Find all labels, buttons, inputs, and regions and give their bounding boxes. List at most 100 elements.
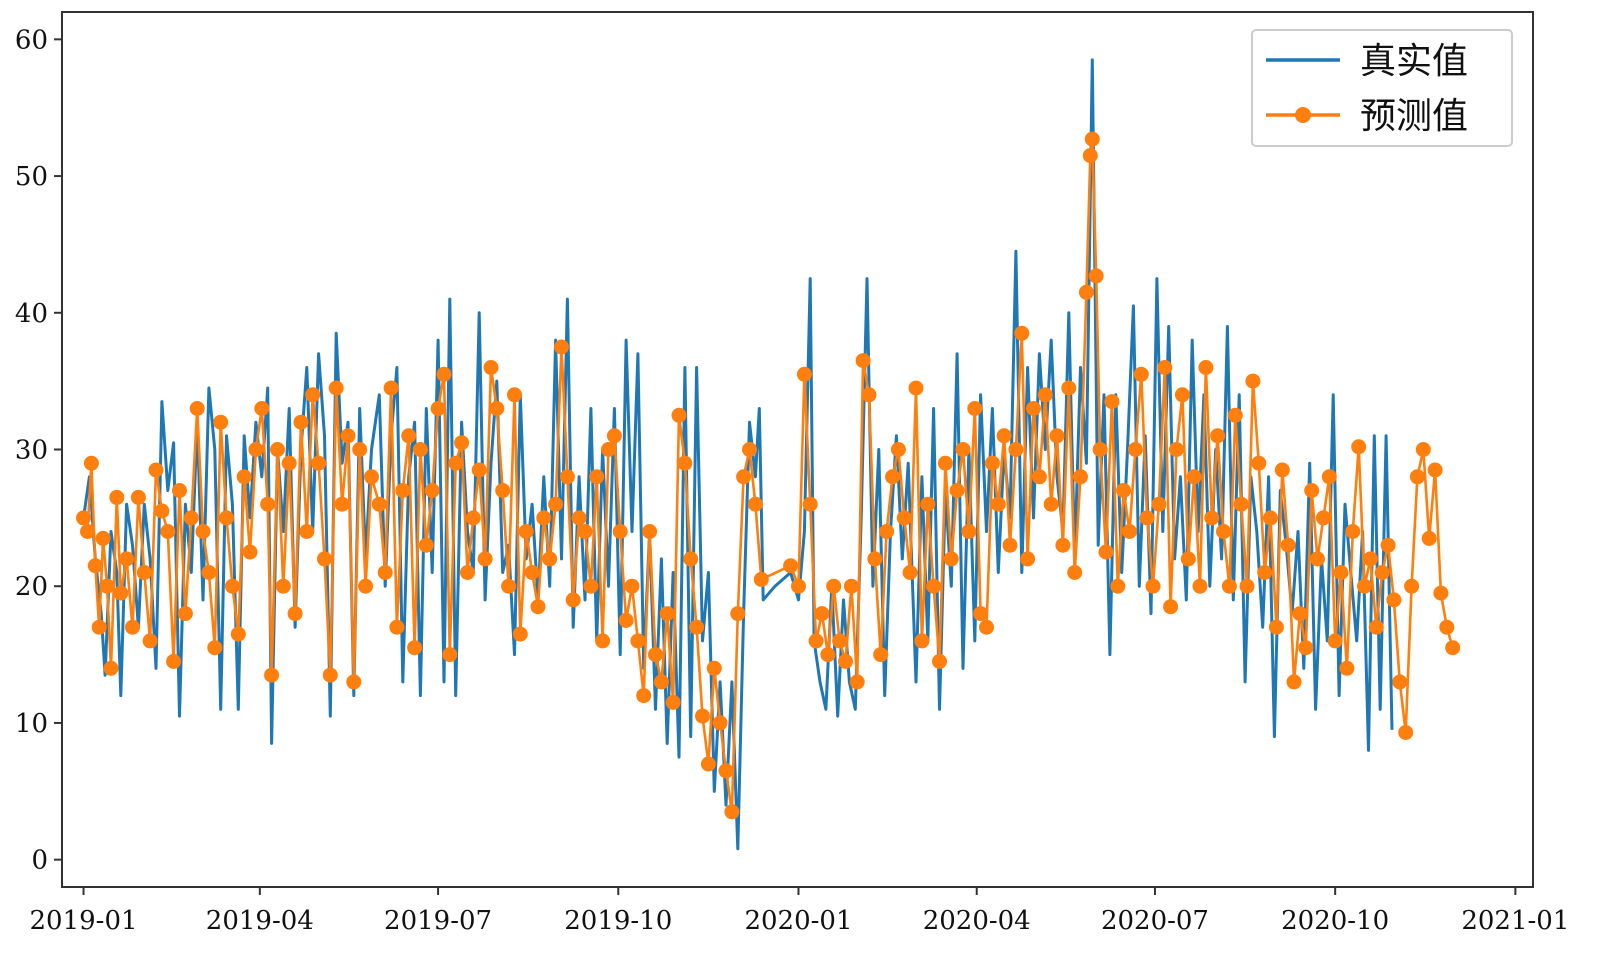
data-point [1067,565,1083,580]
data-point [783,558,799,574]
data-point [95,530,111,546]
x-tick-label: 2021-01 [1461,906,1569,936]
data-point [630,633,646,649]
data-point [920,496,936,512]
data-point [955,442,971,457]
x-tick-label: 2019-04 [206,906,314,936]
data-point [436,366,452,382]
data-point [1020,551,1036,567]
data-point [1439,619,1455,635]
x-tick-label: 2019-07 [384,906,492,936]
data-point [1357,578,1372,594]
data-point [996,428,1012,444]
data-point [109,489,125,505]
data-point [1014,325,1030,341]
legend-label: 预测值 [1360,96,1468,137]
data-point [914,633,930,649]
data-point [1116,483,1132,498]
data-point [671,407,687,423]
data-point [160,524,176,539]
data-point [961,524,977,539]
data-point [1315,510,1331,526]
x-tick-label: 2019-10 [564,906,672,936]
data-point [1257,565,1273,580]
data-point [346,674,362,690]
data-point [322,667,338,683]
data-point [183,510,199,526]
data-point [442,647,458,663]
data-point [967,401,983,416]
data-point [130,489,146,505]
data-point [1304,483,1320,498]
data-point [287,606,303,622]
data-point [477,551,493,567]
data-point [377,565,393,580]
axes: 0 10 20 30 40 50 60 2019-01 2019-04 2019-07 2019-1… [15,11,1569,936]
data-point [1227,407,1243,423]
data-point [1151,496,1167,512]
data-point [1186,469,1202,485]
data-point [896,510,912,526]
y-tick-label: 60 [15,25,48,55]
data-point [76,510,91,526]
data-point [873,647,889,663]
data-point [483,360,499,375]
data-point [1026,401,1041,416]
data-point [471,462,487,478]
x-tick-label: 2020-04 [923,906,1031,936]
data-point [352,442,368,457]
data-point [317,551,332,567]
data-point [802,496,818,512]
data-point [949,483,965,498]
data-point [103,660,119,676]
x-tick-label: 2020-10 [1281,906,1389,936]
data-point [1368,619,1384,635]
data-point [695,708,710,724]
data-point [536,510,552,526]
data-point [1008,442,1024,457]
data-point [1233,496,1249,512]
data-point [495,483,511,498]
data-point [1092,442,1108,457]
data-point [213,414,229,430]
data-point [1380,537,1396,553]
data-point [1268,619,1284,635]
data-point [1061,380,1077,396]
data-point [706,660,722,676]
data-point [1415,442,1431,457]
data-point [1073,469,1088,485]
data-point [612,524,628,539]
data-point [718,763,734,779]
data-point [849,674,865,690]
data-point [624,578,640,594]
data-point [334,496,350,512]
data-point [430,401,446,416]
data-point [791,578,806,594]
data-point [1169,442,1184,457]
data-point [1345,524,1361,539]
data-point [826,578,842,594]
data-point [530,599,546,615]
data-point [618,612,634,628]
data-point [1139,510,1155,526]
data-point [407,640,423,656]
data-point [454,435,470,451]
x-tick-label: 2019-01 [30,906,138,936]
data-point [642,524,658,539]
data-point [808,633,824,649]
data-point [1321,469,1337,485]
data-point [1127,442,1143,457]
data-point [299,524,315,539]
data-point [1133,366,1149,382]
data-point [1404,578,1420,594]
data-point [1245,373,1261,389]
data-point [113,585,129,601]
data-point [518,524,534,539]
data-point [119,551,135,567]
data-point [401,428,417,444]
data-point [636,688,652,704]
data-point [148,462,164,478]
data-point [601,442,616,457]
